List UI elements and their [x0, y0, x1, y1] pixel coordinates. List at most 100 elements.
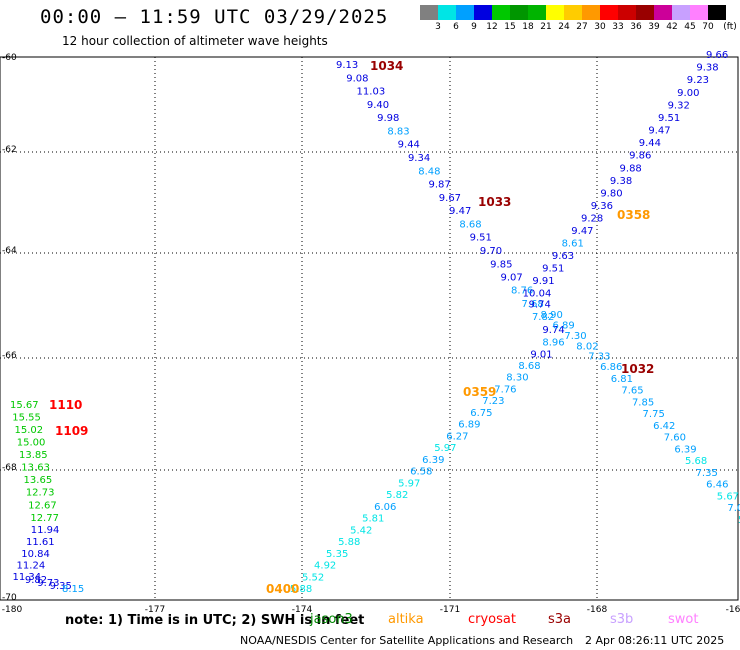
swh-value-label: 8.30 [506, 373, 528, 384]
legend-swatch [564, 5, 582, 20]
swh-value-label: 9.01 [530, 349, 552, 360]
swh-value-label: 9.51 [470, 233, 492, 244]
y-tick-label: -62 [2, 145, 17, 155]
swh-value-label: 13.63 [21, 463, 50, 474]
legend-label: 6 [453, 22, 459, 32]
legend-swatch [654, 5, 672, 20]
swh-value-label: 10.84 [21, 549, 50, 560]
legend-label: 9 [471, 22, 477, 32]
satellite-legend-item: swot [668, 612, 699, 627]
swh-value-label: 6.27 [446, 431, 468, 442]
legend-label: 21 [540, 22, 552, 32]
legend-swatch [420, 5, 438, 20]
swh-value-label: 15.67 [10, 400, 39, 411]
swh-value-label: 9.40 [367, 100, 389, 111]
pass-time-label: 1109 [55, 424, 88, 438]
map-frame [0, 56, 739, 601]
swh-value-label: 12.73 [26, 488, 55, 499]
legend-swatch [600, 5, 618, 20]
pass-time-label: 1033 [478, 195, 511, 209]
swh-value-label: 15.55 [12, 413, 41, 424]
legend-swatch [438, 5, 456, 20]
swh-value-label: 9.08 [346, 73, 368, 84]
notes-text: note: 1) Time is in UTC; 2) SWH is in fe… [65, 613, 365, 628]
legend-swatch [546, 5, 564, 20]
swh-value-label: 5.81 [362, 514, 384, 525]
swh-value-label: 8.96 [542, 338, 564, 349]
legend-swatch [456, 5, 474, 20]
swh-value-label: 5.82 [386, 490, 408, 501]
legend-label: 3 [435, 22, 441, 32]
swh-value-label: 9.63 [552, 251, 574, 262]
legend-swatch [708, 5, 726, 20]
swh-value-label: 9.47 [648, 126, 670, 137]
swh-value-label: 9.91 [532, 276, 554, 287]
swh-value-label: 11.34 [12, 572, 41, 583]
pass-time-label: 0359 [463, 385, 496, 399]
legend-label: 39 [648, 22, 660, 32]
swh-value-label: 7.23 [482, 396, 504, 407]
swh-value-label: 9.88 [620, 163, 642, 174]
page-title: 00:00 – 11:59 UTC 03/29/2025 [40, 6, 389, 28]
swh-value-label: 9.23 [687, 75, 709, 86]
swh-value-label: 9.32 [668, 100, 690, 111]
swh-value-label: 6.46 [706, 480, 728, 491]
swh-value-label: 15.00 [17, 438, 46, 449]
swh-value-label: 7.60 [664, 433, 686, 444]
legend-label: 15 [504, 22, 516, 32]
swh-value-label: 9.67 [439, 193, 461, 204]
legend-swatch [690, 5, 708, 20]
swh-value-label: 9.80 [600, 188, 622, 199]
legend-swatch [510, 5, 528, 20]
legend-label: 33 [612, 22, 624, 32]
pass-time-label: 0400 [266, 582, 299, 596]
swh-value-label: 8.02 [576, 341, 598, 352]
swh-value-label: 5.42 [350, 525, 372, 536]
swh-value-label: 7.35 [696, 468, 718, 479]
legend-label: 18 [522, 22, 534, 32]
swh-value-label: 6.06 [374, 502, 396, 513]
swh-value-label: 7.68 [521, 299, 543, 310]
x-tick-label: -180 [2, 605, 23, 615]
swh-value-label: 5.67 [717, 491, 739, 502]
swh-value-label: 6.81 [611, 374, 633, 385]
swh-value-label: 5 [738, 515, 740, 526]
swh-value-label: 6.39 [674, 444, 696, 455]
x-tick-label: -177 [145, 605, 165, 615]
legend-label: 70 [702, 22, 714, 32]
y-tick-label: -68 [2, 463, 17, 473]
pass-time-label: 1034 [370, 59, 403, 73]
swh-value-label: 9.47 [449, 206, 471, 217]
satellite-legend-item: cryosat [468, 612, 516, 627]
pass-time-label: 1110 [49, 398, 82, 412]
swh-value-label: 6.42 [653, 421, 675, 432]
legend-swatch [618, 5, 636, 20]
y-tick-label: -70 [2, 593, 17, 603]
swh-value-label: 5.88 [338, 537, 360, 548]
footer-date: 2 Apr 08:26:11 UTC 2025 [585, 634, 725, 647]
swh-value-label: 9.38 [610, 176, 632, 187]
pass-time-label: 0358 [617, 208, 650, 222]
swh-value-label: 5.97 [434, 443, 456, 454]
swh-value-label: 9.87 [429, 180, 451, 191]
swh-value-label: 9.35 [50, 581, 72, 592]
swh-value-label: 5.88 [290, 584, 312, 595]
swh-value-label: 6.39 [422, 455, 444, 466]
page-subtitle: 12 hour collection of altimeter wave hei… [62, 34, 328, 48]
swh-value-label: 9.44 [639, 138, 661, 149]
color-legend: 3 6 9 12 15 18 21 24 27 30 33 36 39 42 45 70 (ft) [420, 5, 737, 39]
swh-value-label: 11.94 [31, 525, 60, 536]
swh-value-label: 6.75 [470, 408, 492, 419]
swh-value-label: 5.52 [302, 572, 324, 583]
y-tick-label: -66 [2, 351, 17, 361]
legend-label: 24 [558, 22, 570, 32]
swh-value-label: 11.24 [17, 561, 46, 572]
footer-credit: NOAA/NESDIS Center for Satellite Applica… [240, 634, 574, 647]
swh-value-label: 9.13 [336, 60, 358, 71]
swh-value-label: 6.89 [458, 420, 480, 431]
satellite-legend-item: s3b [610, 612, 634, 627]
swh-value-label: 9.00 [677, 88, 699, 99]
swh-value-label: 7.85 [632, 397, 654, 408]
swh-value-label: 6.58 [410, 467, 432, 478]
swh-value-label: 8.61 [562, 239, 584, 250]
